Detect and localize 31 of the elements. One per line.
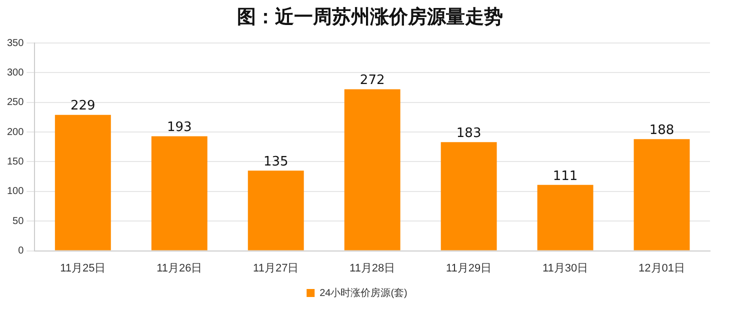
chart-title: 图：近一周苏州涨价房源量走势 xyxy=(236,5,504,30)
x-tick-label: 12月01日 xyxy=(638,262,686,274)
y-tick-label: 200 xyxy=(6,126,24,138)
data-label: 135 xyxy=(263,154,288,170)
bar xyxy=(54,114,111,250)
legend-label: 24小时涨价房源(套) xyxy=(320,286,408,299)
y-tick-label: 50 xyxy=(12,216,24,227)
x-tick-label: 11月25日 xyxy=(60,262,106,274)
x-tick-label: 11月27日 xyxy=(253,262,299,274)
data-label: 272 xyxy=(360,73,385,88)
bar xyxy=(248,170,304,250)
data-label: 229 xyxy=(70,98,96,114)
bar xyxy=(344,89,400,250)
x-tick-label: 11月28日 xyxy=(350,262,396,274)
y-tick-label: 150 xyxy=(6,156,24,168)
data-label: 183 xyxy=(456,126,482,142)
x-tick-label: 11月29日 xyxy=(446,262,492,274)
bar xyxy=(151,136,208,250)
bar xyxy=(634,139,690,250)
bar xyxy=(537,184,594,250)
data-label: 188 xyxy=(649,123,674,138)
x-tick-label: 11月30日 xyxy=(542,262,588,274)
y-tick-label: 100 xyxy=(6,186,24,198)
data-label: 111 xyxy=(552,168,578,184)
bar xyxy=(440,142,497,250)
y-tick-label: 0 xyxy=(18,246,24,257)
y-tick-label: 300 xyxy=(6,67,24,78)
y-tick-label: 250 xyxy=(6,97,24,108)
y-tick-label: 350 xyxy=(6,38,24,49)
x-tick-label: 11月26日 xyxy=(156,262,202,274)
data-label: 193 xyxy=(166,120,192,136)
